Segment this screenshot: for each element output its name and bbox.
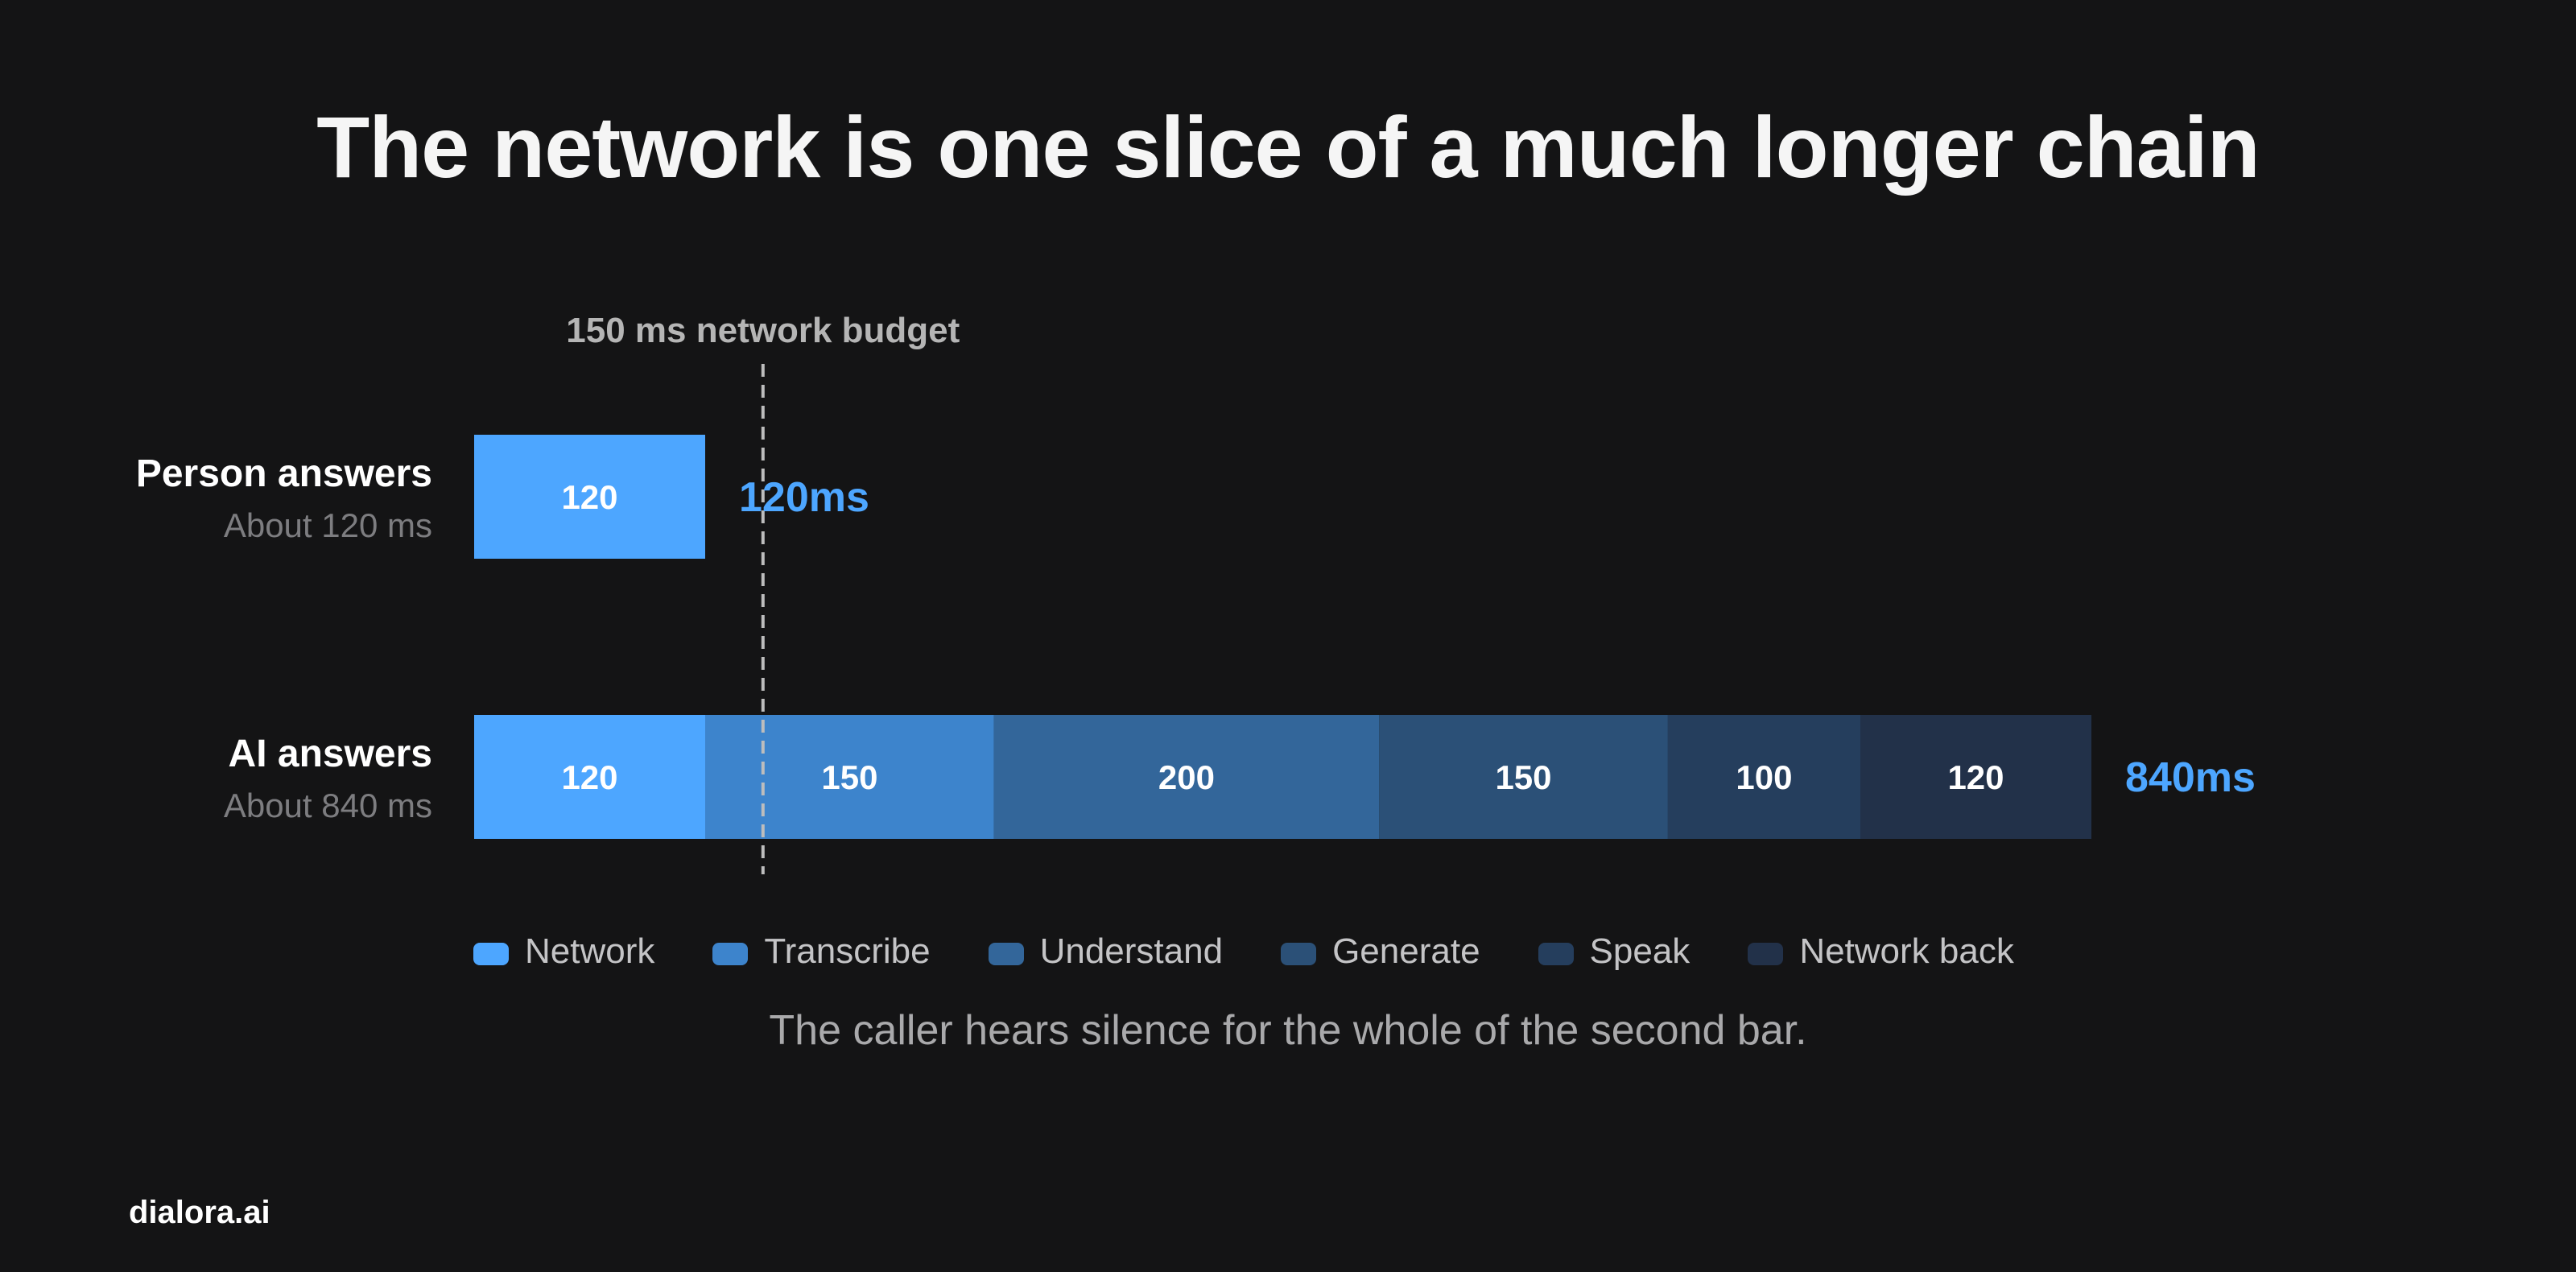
legend: Network Transcribe Understand Generate Speak…: [473, 927, 2072, 976]
segment-value-ai-answers-speak: 100: [1736, 758, 1792, 796]
segment-value-ai-answers-transcribe: 150: [821, 758, 877, 796]
segment-value-ai-answers-understand: 200: [1158, 758, 1215, 796]
bar-segment-ai-answers-generate: [1379, 715, 1668, 839]
legend-swatch-speak: [1538, 943, 1574, 965]
bar-segment-ai-answers-network: [474, 715, 705, 839]
chart-caption: The caller hears silence for the whole o…: [769, 1007, 1807, 1054]
row-label-ai-answers: AI answers: [229, 733, 432, 775]
bar-segment-ai-answers-transcribe: [705, 715, 994, 839]
legend-swatch-generate: [1281, 943, 1317, 965]
legend-swatch-network-back: [1748, 943, 1784, 965]
bars-layer: [474, 435, 2091, 839]
legend-label-speak: Speak: [1589, 931, 1690, 971]
legend-label-network-back: Network back: [1799, 931, 2014, 971]
row-subtitle-ai-answers: About 840 ms: [224, 787, 432, 824]
row-label-person-answers: Person answers: [136, 452, 432, 495]
legend-swatch-network: [473, 943, 509, 965]
legend-label-network: Network: [525, 931, 655, 971]
row-subtitle-person-answers: About 120 ms: [224, 506, 432, 544]
legend-item-understand: Understand: [988, 931, 1224, 972]
bar-segment-ai-answers-understand: [993, 715, 1380, 839]
segment-value-ai-answers-network: 120: [561, 758, 617, 796]
legend-item-network-back: Network back: [1748, 931, 2014, 972]
total-label-ai-answers: 840ms: [2125, 754, 2256, 801]
network-budget-label: 150 ms network budget: [566, 311, 960, 350]
segment-value-ai-answers-generate: 150: [1495, 758, 1551, 796]
total-label-person-answers: 120ms: [739, 474, 869, 521]
legend-swatch-transcribe: [712, 943, 749, 965]
legend-item-speak: Speak: [1538, 931, 1690, 972]
legend-swatch-understand: [988, 943, 1024, 965]
labels-layer: Person answers About 120 ms 120 120ms AI ans…: [136, 452, 2256, 824]
segment-value-person-answers-network: 120: [561, 478, 617, 516]
bar-segment-ai-answers-speak: [1667, 715, 1861, 839]
bar-segment-person-answers-network: [474, 435, 705, 559]
legend-item-generate: Generate: [1281, 931, 1480, 972]
segment-value-ai-answers-network-back: 120: [1947, 758, 2004, 796]
legend-item-transcribe: Transcribe: [712, 931, 931, 972]
legend-item-network: Network: [473, 931, 654, 972]
bar-segment-ai-answers-network-back: [1860, 715, 2091, 839]
legend-label-transcribe: Transcribe: [764, 931, 931, 971]
legend-label-understand: Understand: [1039, 931, 1224, 971]
brand-logo-text: dialora.ai: [129, 1195, 270, 1230]
legend-label-generate: Generate: [1332, 931, 1480, 971]
chart-title: The network is one slice of a much longe…: [316, 98, 2260, 196]
reference-layer: 150 ms network budget: [566, 311, 960, 874]
